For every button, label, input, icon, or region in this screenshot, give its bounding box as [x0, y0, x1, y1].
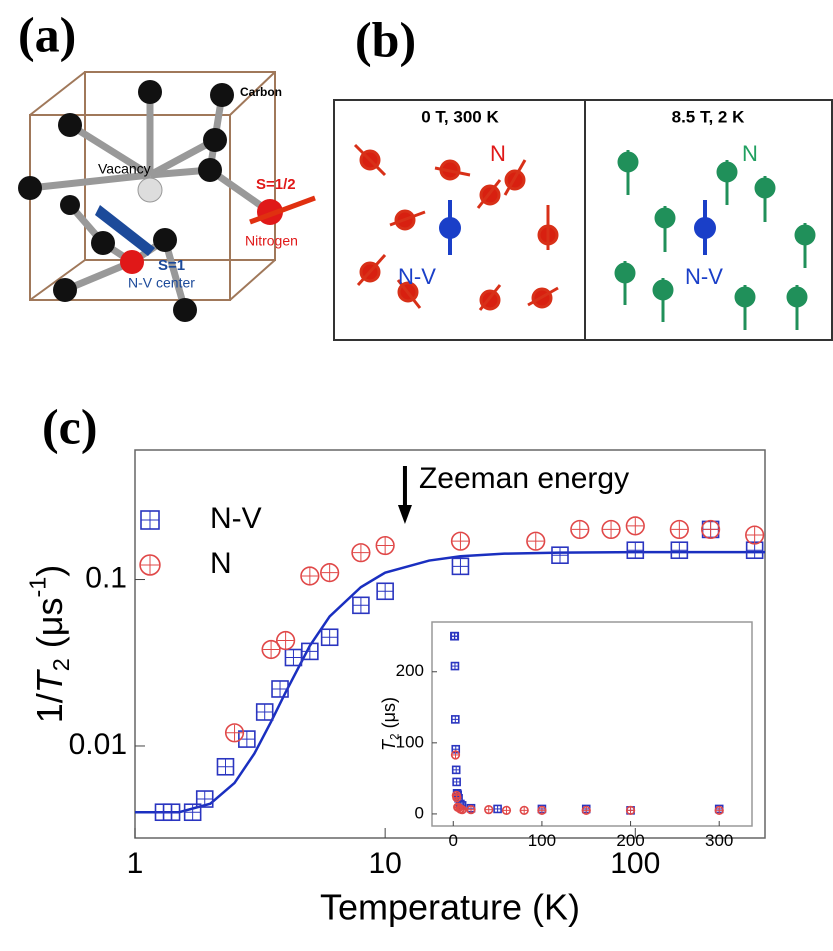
label: N-V [685, 264, 723, 289]
panel-label: (a) [18, 6, 76, 62]
data-point [285, 650, 301, 666]
data-point [702, 521, 720, 539]
y-tick-label: 200 [396, 661, 424, 680]
data-point [452, 558, 468, 574]
x-tick-label: 10 [368, 847, 401, 880]
panel-label: (b) [355, 11, 416, 67]
nitrogen-nv [120, 250, 144, 274]
data-point [226, 724, 244, 742]
data-point [626, 517, 644, 535]
x-axis-label: Temperature (K) [320, 887, 580, 928]
y-label-part: -1 [25, 577, 51, 598]
data-point [746, 526, 764, 544]
y-tick-label: 0 [415, 803, 424, 822]
legend-marker [141, 511, 159, 529]
x-tick-label: 1 [127, 847, 144, 880]
y-axis-label: 1/T2 (μs-1) [25, 565, 74, 724]
y-tick-label: 0.1 [85, 561, 127, 594]
label: S=1/2 [256, 176, 296, 193]
data-point [322, 629, 338, 645]
data-point [376, 537, 394, 555]
data-point [257, 704, 273, 720]
data-point [485, 806, 493, 814]
label: N [490, 141, 506, 166]
data-point [353, 597, 369, 613]
x-tick-label: 100 [528, 831, 556, 850]
y-label-part: (μs [29, 598, 70, 659]
y-label-part: 1/ [29, 693, 70, 723]
data-point [715, 807, 723, 815]
label: Vacancy [98, 161, 151, 177]
data-point [467, 806, 475, 814]
data-point [164, 804, 180, 820]
data-point [552, 547, 568, 563]
y-label-part: ) [29, 565, 70, 577]
data-point [377, 583, 393, 599]
annotation: Zeeman energy [419, 462, 629, 495]
x-tick-label: 0 [449, 831, 458, 850]
label: Carbon [240, 85, 282, 99]
data-point [503, 807, 511, 815]
plot-frame [432, 622, 752, 826]
data-point [453, 794, 461, 802]
box-title: 0 T, 300 K [421, 107, 499, 126]
blue-spins [441, 200, 714, 255]
label: Nitrogen [245, 233, 298, 249]
label: N-V [398, 264, 436, 289]
data-point [452, 751, 460, 759]
label: N-V center [128, 275, 195, 291]
data-point [520, 807, 528, 815]
x-tick-label: 300 [705, 831, 733, 850]
panel-label: (c) [42, 398, 98, 454]
x-tick-label: 200 [616, 831, 644, 850]
data-point [217, 759, 233, 775]
y-label-part: (μs) [379, 697, 399, 733]
figure: (a) Carbon Vacancy S=1/2 Nitrogen S=1 N-… [0, 0, 833, 951]
data-point [352, 544, 370, 562]
data-point [277, 632, 295, 650]
vacancy-atom [138, 178, 162, 202]
data-point [571, 521, 589, 539]
y-axis-label: T2 (μs) [379, 697, 402, 751]
legend-label: N [210, 547, 232, 580]
box-title: 8.5 T, 2 K [672, 107, 745, 126]
data-point [538, 807, 546, 815]
data-point [602, 521, 620, 539]
label: N [742, 141, 758, 166]
x-tick-label: 100 [610, 847, 660, 880]
data-point [321, 564, 339, 582]
data-point [671, 521, 689, 539]
annotation-arrowhead [398, 505, 412, 524]
data-point [627, 807, 635, 815]
data-point [458, 806, 466, 814]
data-point [527, 532, 545, 550]
data-point [301, 567, 319, 585]
y-label-part: 2 [48, 658, 74, 671]
legend-label: N-V [210, 502, 262, 535]
legend-marker [140, 555, 160, 575]
label: S=1 [158, 257, 185, 274]
y-tick-label: 0.01 [69, 728, 127, 761]
green-spins [616, 150, 814, 330]
data-point [452, 532, 470, 550]
data-point [582, 807, 590, 815]
data-point [627, 542, 643, 558]
page: (a) Carbon Vacancy S=1/2 Nitrogen S=1 N-… [0, 0, 833, 951]
data-point [671, 542, 687, 558]
